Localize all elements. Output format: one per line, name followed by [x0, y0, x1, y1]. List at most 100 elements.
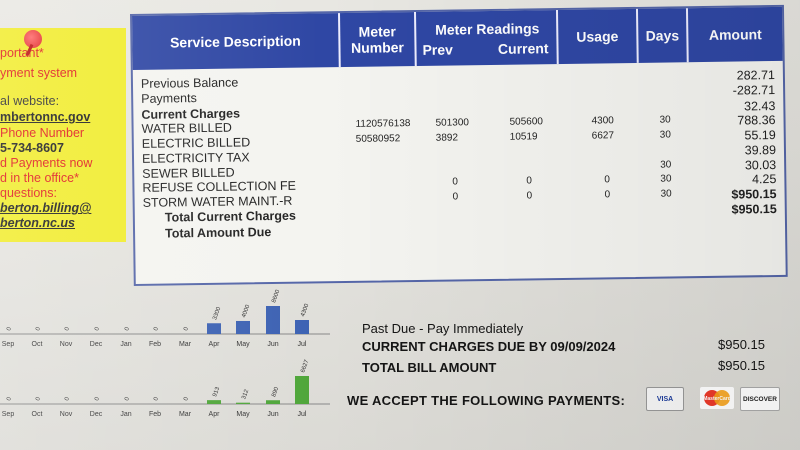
bar-value-label: 6627 — [300, 358, 310, 373]
month-label-oct: Oct — [32, 341, 43, 348]
bar-value-label: 312 — [241, 388, 250, 400]
note-line: berton.billing@ — [0, 201, 92, 215]
visa-card-icon: VISA — [646, 387, 684, 411]
header-usage: Usage — [557, 8, 639, 65]
header-amount: Amount — [708, 26, 762, 43]
bar-value-label: 4000 — [241, 303, 251, 318]
header-meter-readings: Meter Readings Prev Current — [416, 10, 559, 67]
row-days: 30 — [660, 188, 672, 200]
row-days: 30 — [659, 114, 671, 126]
bar-value-label: 0 — [6, 326, 13, 332]
bar-value-label: 3300 — [212, 306, 222, 321]
row-description: SEWER BILLED — [142, 165, 235, 181]
row-prev: 0 — [452, 176, 459, 188]
row-amount: 55.19 — [744, 127, 776, 143]
bar-may — [236, 320, 250, 334]
bar-value-label: 0 — [153, 396, 160, 402]
row-usage: 0 — [604, 189, 611, 201]
row-meter: 50580952 — [355, 133, 401, 145]
month-label-mar: Mar — [179, 341, 192, 348]
month-label-nov: Nov — [60, 411, 73, 418]
row-description: Payments — [141, 91, 197, 106]
bar-value-label: 0 — [94, 396, 101, 402]
month-label-may: May — [236, 341, 250, 348]
row-days: 30 — [660, 173, 672, 185]
row-days: 30 — [660, 159, 672, 171]
header-meter-number: Meter Number — [340, 12, 417, 68]
row-description: Previous Balance — [140, 75, 239, 91]
month-label-jan: Jan — [120, 341, 131, 348]
month-label-jun: Jun — [267, 341, 278, 348]
mastercard-logo: MasterCard — [703, 390, 731, 406]
month-label-apr: Apr — [209, 341, 221, 348]
row-description: Total Amount Due — [164, 225, 272, 241]
row-amount: -282.71 — [732, 83, 776, 98]
row-current: 0 — [526, 175, 533, 187]
row-amount: $950.15 — [731, 201, 777, 217]
bar-jun — [266, 400, 280, 404]
current-due-amount: $950.15 — [718, 337, 765, 352]
header-meter-readings-label: Meter Readings — [435, 20, 540, 38]
month-label-feb: Feb — [149, 341, 161, 348]
row-amount: 32.43 — [743, 98, 776, 114]
row-usage: 4300 — [591, 115, 614, 127]
bar-value-label: 4300 — [300, 302, 310, 317]
row-description: Current Charges — [141, 106, 241, 122]
charges-table: Service Description Meter Number Meter R… — [130, 4, 788, 286]
row-current: 10519 — [509, 131, 538, 143]
row-usage: 0 — [604, 174, 611, 186]
note-line: mbertonnc.gov — [0, 110, 91, 124]
note-line: d Payments now — [0, 156, 93, 170]
bar-jun — [266, 306, 280, 334]
header-current: Current — [497, 40, 549, 57]
row-description: REFUSE COLLECTION FE — [142, 178, 297, 195]
row-amount: 788.36 — [737, 112, 776, 128]
total-bill-amount: $950.15 — [718, 358, 765, 373]
row-current: 505600 — [509, 116, 543, 128]
current-due-label: CURRENT CHARGES DUE BY 09/09/2024 — [362, 339, 616, 354]
bar-value-label: 0 — [64, 396, 71, 402]
month-label-apr: Apr — [209, 411, 221, 418]
bar-may — [236, 402, 250, 404]
bar-value-label: 0 — [6, 396, 13, 402]
month-label-mar: Mar — [179, 411, 192, 418]
row-amount: $950.15 — [731, 186, 777, 202]
month-label-jun: Jun — [267, 411, 278, 418]
bar-value-label: 8600 — [271, 288, 281, 303]
row-description: Total Current Charges — [164, 208, 296, 225]
row-meter: 1120576138 — [355, 118, 411, 130]
note-line: questions: — [0, 186, 57, 200]
note-line: d in the office* — [0, 171, 79, 185]
bar-value-label: 0 — [94, 326, 101, 332]
row-current: 0 — [526, 190, 533, 202]
bar-value-label: 0 — [124, 326, 131, 332]
bar-jul — [295, 376, 309, 404]
row-amount: 30.03 — [744, 157, 777, 173]
info-sticky-note: portant* yment system al website: mberto… — [0, 28, 126, 242]
red-pin-icon — [24, 30, 42, 48]
bar-apr — [207, 323, 221, 334]
month-label-may: May — [236, 411, 250, 418]
row-amount: 4.25 — [751, 171, 777, 187]
month-label-dec: Dec — [90, 411, 103, 418]
row-description: WATER BILLED — [141, 120, 232, 136]
accepted-payments-label: WE ACCEPT THE FOLLOWING PAYMENTS: — [347, 393, 626, 408]
bar-value-label: 913 — [212, 386, 221, 398]
note-line: portant* — [0, 46, 44, 60]
bar-value-label: 0 — [183, 326, 190, 332]
bar-apr — [207, 400, 221, 404]
note-line: Phone Number — [0, 126, 85, 140]
table-header: Service Description Meter Number Meter R… — [132, 6, 783, 70]
row-description: ELECTRICITY TAX — [141, 150, 250, 166]
row-usage: 6627 — [591, 130, 615, 142]
mastercard-icon: MasterCard — [700, 387, 734, 409]
month-label-sep: Sep — [2, 411, 15, 418]
month-label-feb: Feb — [149, 411, 161, 418]
total-bill-label: TOTAL BILL AMOUNT — [362, 360, 497, 375]
row-description: ELECTRIC BILLED — [141, 135, 251, 151]
row-amount: 282.71 — [736, 68, 776, 83]
note-line: al website: — [0, 94, 60, 108]
note-line: berton.nc.us — [0, 216, 76, 230]
row-description: STORM WATER MAINT.-R — [142, 193, 293, 210]
row-prev: 3892 — [435, 132, 459, 144]
